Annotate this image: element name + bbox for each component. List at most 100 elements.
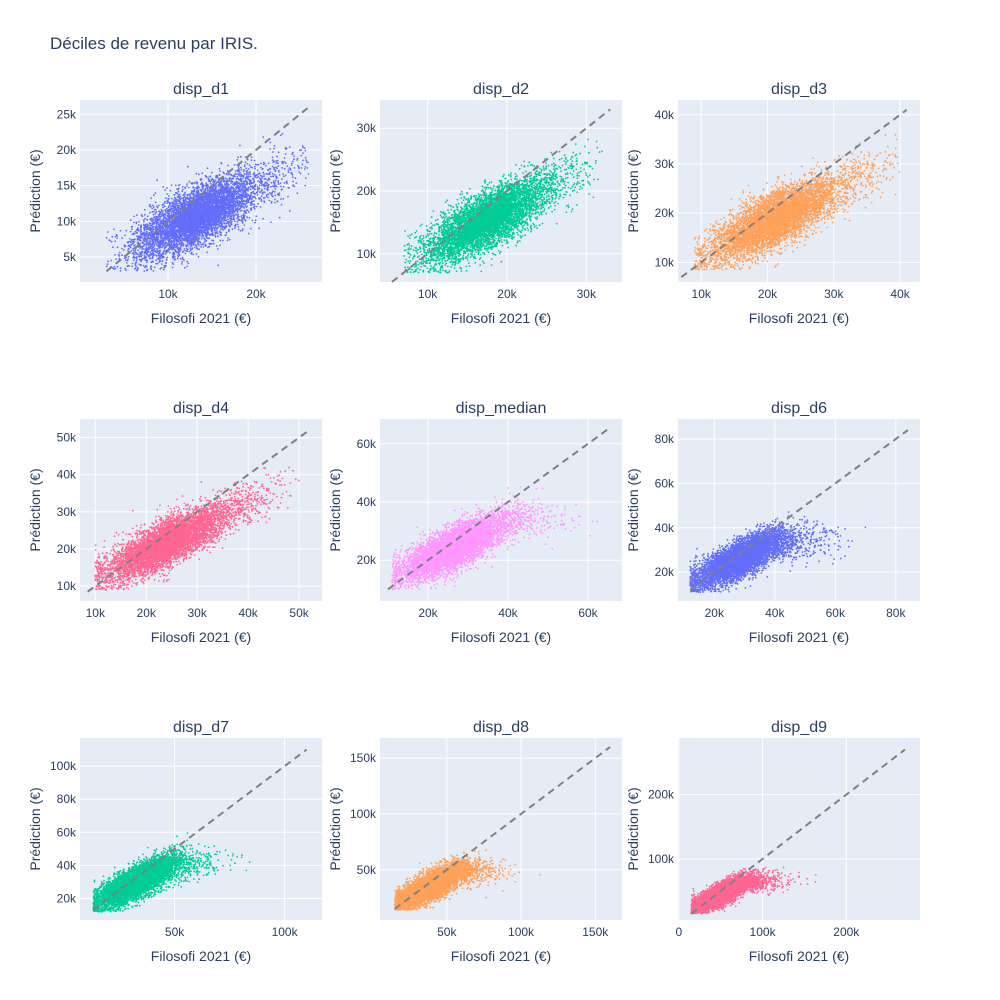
- y-tick-label: 25k: [57, 107, 77, 121]
- data-point: [111, 236, 113, 238]
- data-point: [241, 199, 243, 201]
- data-point: [201, 172, 203, 174]
- data-point: [260, 163, 262, 165]
- data-point: [138, 221, 140, 223]
- data-point: [267, 170, 269, 172]
- data-point: [304, 147, 306, 149]
- data-point: [295, 177, 297, 179]
- data-point: [180, 258, 182, 260]
- data-point: [222, 240, 224, 242]
- data-point: [182, 250, 184, 252]
- data-point: [260, 206, 262, 208]
- x-tick-label: 20k: [246, 287, 266, 301]
- data-point: [300, 173, 302, 175]
- data-point: [227, 237, 229, 239]
- y-tick-label: 20k: [57, 143, 77, 157]
- data-point: [131, 239, 133, 241]
- data-point: [289, 210, 291, 212]
- y-tick-label: 15k: [57, 179, 77, 193]
- data-point: [278, 192, 280, 194]
- data-point: [234, 227, 236, 229]
- data-point: [258, 228, 260, 230]
- data-point: [243, 213, 245, 215]
- data-point: [178, 185, 180, 187]
- data-point: [131, 229, 133, 231]
- data-point: [268, 200, 270, 202]
- data-point: [188, 181, 190, 183]
- data-point: [217, 264, 219, 266]
- data-point: [275, 180, 277, 182]
- data-point: [181, 191, 183, 193]
- data-point: [257, 170, 259, 172]
- data-point: [129, 238, 131, 240]
- data-point: [143, 270, 145, 272]
- data-point: [138, 224, 140, 226]
- data-point: [287, 196, 289, 198]
- data-point: [304, 185, 306, 187]
- data-point: [184, 250, 186, 252]
- data-point: [149, 212, 151, 214]
- data-point: [186, 185, 188, 187]
- data-point: [140, 256, 142, 258]
- data-point: [193, 186, 195, 188]
- data-point: [196, 253, 198, 255]
- data-point: [277, 162, 279, 164]
- data-point: [272, 173, 274, 175]
- x-tick-label: 10k: [158, 287, 178, 301]
- data-point: [146, 261, 148, 263]
- data-point: [155, 260, 157, 262]
- data-point: [215, 177, 217, 179]
- data-point: [257, 180, 259, 182]
- data-point: [240, 210, 242, 212]
- data-point: [274, 199, 276, 201]
- data-point: [197, 248, 199, 250]
- data-point: [139, 247, 141, 249]
- data-point: [226, 180, 228, 182]
- data-point: [287, 169, 289, 171]
- data-point: [227, 240, 229, 242]
- data-point: [244, 173, 246, 175]
- data-point: [130, 219, 132, 221]
- data-point: [269, 148, 271, 150]
- data-point: [286, 165, 288, 167]
- data-point: [304, 168, 306, 170]
- data-point: [106, 266, 108, 268]
- data-point: [125, 230, 127, 232]
- data-point: [237, 156, 239, 158]
- data-point: [305, 157, 307, 159]
- data-point: [248, 168, 250, 170]
- data-point: [249, 164, 251, 166]
- data-point: [124, 235, 126, 237]
- data-point: [133, 250, 135, 252]
- data-point: [268, 162, 270, 164]
- data-point: [238, 166, 240, 168]
- data-point: [251, 159, 253, 161]
- data-point: [171, 198, 173, 200]
- data-point: [107, 231, 109, 233]
- data-point: [182, 189, 184, 191]
- data-point: [150, 268, 152, 270]
- data-point: [207, 167, 209, 169]
- data-point: [246, 174, 248, 176]
- data-point: [143, 221, 145, 223]
- data-point: [164, 214, 166, 216]
- data-point: [125, 245, 127, 247]
- data-point: [255, 219, 257, 221]
- data-point: [274, 145, 276, 147]
- data-point: [254, 160, 256, 162]
- data-point: [262, 136, 264, 138]
- data-point: [107, 263, 109, 265]
- data-point: [116, 237, 118, 239]
- data-point: [164, 206, 166, 208]
- data-point: [153, 194, 155, 196]
- data-point: [236, 180, 238, 182]
- data-point: [200, 246, 202, 248]
- data-point: [150, 255, 152, 257]
- data-point: [191, 245, 193, 247]
- data-point: [243, 169, 245, 171]
- data-point: [145, 244, 147, 246]
- data-point: [280, 134, 282, 136]
- data-point: [165, 197, 167, 199]
